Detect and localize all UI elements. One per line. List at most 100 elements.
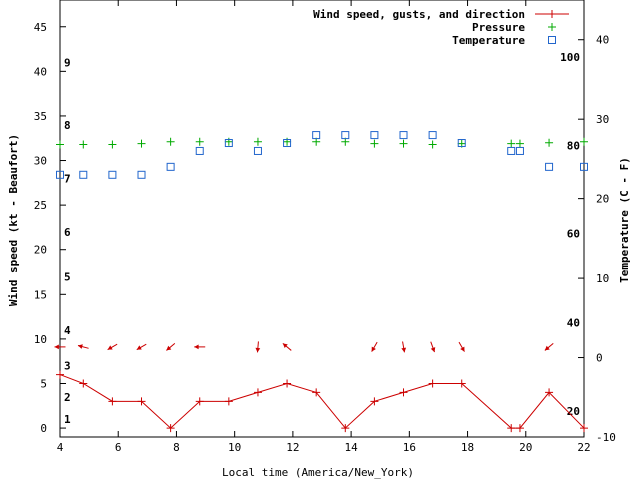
wind-direction-arrow	[77, 344, 89, 349]
wind-direction-arrow	[371, 341, 378, 352]
wind-direction-arrow	[544, 342, 554, 351]
temperature-point	[253, 146, 262, 155]
legend-label: Temperature	[452, 34, 525, 47]
x-tick-label: 10	[228, 441, 241, 454]
temperature-point	[312, 131, 321, 140]
wind-direction-arrow	[282, 342, 292, 351]
wind-direction-arrow	[458, 341, 465, 352]
wind-arrow-head	[255, 347, 261, 353]
temperature-point	[341, 131, 350, 140]
beaufort-label: 5	[64, 270, 71, 283]
x-tick-label: 20	[519, 441, 532, 454]
wind-arrow-head	[136, 345, 142, 350]
pressure-point	[166, 137, 175, 146]
legend-pressure-marker	[548, 23, 556, 31]
legend-label: Pressure	[472, 21, 525, 34]
wind-arrow-head	[401, 347, 407, 353]
y2-tick-label: -10	[596, 431, 616, 444]
y2-tick-label: 40	[596, 34, 609, 47]
wind-speed-point	[283, 379, 292, 388]
wind-arrow-head	[282, 343, 288, 349]
wind-direction-arrow	[107, 343, 118, 351]
beaufort-label: 1	[64, 413, 71, 426]
x-tick-label: 4	[57, 441, 64, 454]
y-tick-label: 45	[34, 21, 47, 34]
pressure-point	[195, 137, 204, 146]
temperature-point	[283, 139, 292, 148]
wind-arrow-head	[77, 344, 83, 349]
pressure-point	[515, 139, 524, 148]
pressure-point	[370, 139, 379, 148]
wind-arrow-head	[54, 344, 59, 350]
fahrenheit-label: 80	[567, 139, 580, 152]
x-tick-label: 18	[461, 441, 474, 454]
fahrenheit-label: 20	[567, 405, 580, 418]
temperature-point	[166, 162, 175, 171]
wind-arrow-head	[460, 346, 465, 352]
wind-speed-point	[428, 379, 437, 388]
y-tick-label: 0	[40, 422, 47, 435]
temperature-point	[428, 131, 437, 140]
pressure-point	[428, 140, 437, 149]
pressure-point	[580, 137, 588, 146]
temperature-point	[137, 170, 146, 179]
temperature-point	[79, 170, 88, 179]
temperature-point	[108, 170, 117, 179]
x-tick-label: 12	[286, 441, 299, 454]
y-tick-label: 15	[34, 288, 47, 301]
wind-direction-arrow	[430, 341, 436, 353]
pressure-point	[224, 137, 233, 146]
wind-arrow-head	[166, 345, 172, 351]
temperature-point	[507, 146, 516, 155]
temperature-point	[195, 146, 204, 155]
wind-direction-arrow	[255, 341, 261, 353]
wind-direction-arrow	[401, 341, 407, 353]
pressure-point	[137, 139, 146, 148]
fahrenheit-label: 40	[567, 317, 580, 330]
pressure-point	[253, 137, 262, 146]
wind-arrow-head	[194, 344, 199, 350]
x-tick-label: 16	[403, 441, 416, 454]
wind-speed-point	[108, 397, 117, 406]
x-tick-label: 8	[173, 441, 180, 454]
fahrenheit-label: 100	[560, 51, 580, 64]
y-tick-label: 5	[40, 377, 47, 390]
plot-frame	[59, 0, 585, 438]
y2-tick-label: 0	[596, 352, 603, 365]
legend: Wind speed, gusts, and directionPressure…	[313, 8, 569, 47]
wind-arrow-head	[430, 347, 436, 353]
wind-speed-point	[312, 388, 321, 397]
chart-marks	[54, 131, 588, 433]
pressure-point	[79, 140, 88, 149]
temperature-point	[580, 162, 588, 171]
y-axis-label: Wind speed (kt - Beaufort)	[7, 134, 20, 306]
temperature-point	[399, 131, 408, 140]
beaufort-label: 9	[64, 56, 71, 69]
wind-speed-point	[137, 397, 146, 406]
y2-axis-label: Temperature (C - F)	[618, 157, 631, 283]
pressure-point	[341, 137, 350, 146]
wind-speed-point	[253, 388, 262, 397]
beaufort-label: 3	[64, 360, 71, 373]
beaufort-label: 7	[64, 172, 71, 185]
wind-direction-arrow	[54, 344, 66, 350]
y-tick-label: 35	[34, 110, 47, 123]
axis-ticks: 4 6 8 10 12 14 16 18 20 22051015202530354045-1001…	[34, 0, 616, 454]
wind-speed-point	[580, 424, 588, 433]
beaufort-label: 6	[64, 226, 71, 239]
y-tick-label: 10	[34, 333, 47, 346]
wind-speed-point	[507, 424, 516, 433]
y-tick-label: 40	[34, 65, 47, 78]
x-tick-label: 14	[344, 441, 358, 454]
temperature-point	[457, 139, 466, 148]
wind-speed-point	[56, 370, 64, 379]
wind-speed-point	[166, 424, 175, 433]
wind-direction-arrow	[194, 344, 206, 350]
wind-speed-point	[370, 397, 379, 406]
wind-direction-arrow	[166, 342, 176, 351]
pressure-point	[283, 137, 292, 146]
wind-speed-point	[79, 379, 88, 388]
pressure-point	[399, 139, 408, 148]
pressure-point	[507, 139, 516, 148]
